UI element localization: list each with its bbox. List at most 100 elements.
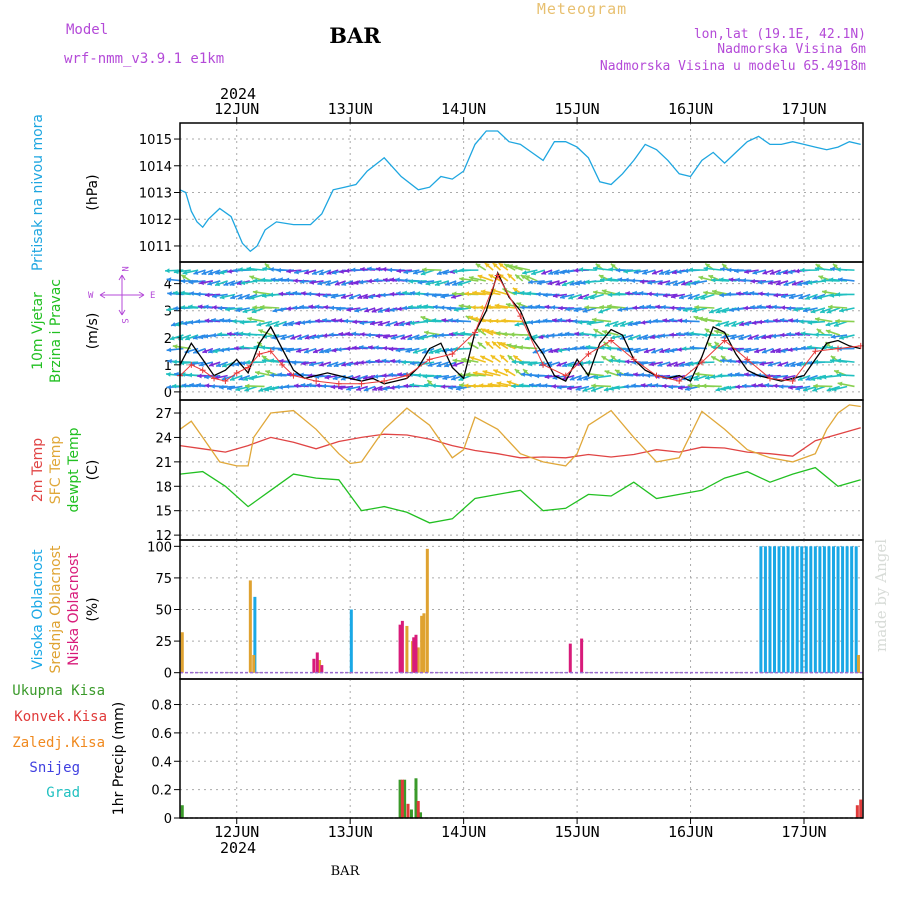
wind-arrow-head xyxy=(727,358,732,364)
wind-arrow-head xyxy=(344,268,350,274)
wind-arrow-head xyxy=(472,370,478,376)
wind-arrow-head xyxy=(669,317,674,323)
wind-arrow-head xyxy=(799,267,805,273)
wind-arrow-head xyxy=(670,294,676,299)
wind-arrow-head xyxy=(720,358,725,364)
panel-temperature: 12 15 18 21 24 27 2m Temp SFC Temp dewpt Temp (C) xyxy=(30,399,864,544)
wind-arrow-head xyxy=(516,302,522,307)
wind-arrow-head xyxy=(584,305,589,310)
wind-arrow-head xyxy=(251,308,257,314)
wind-arrow-head xyxy=(542,383,548,388)
wind-arrow-head xyxy=(613,322,619,328)
wind-arrow-head xyxy=(230,294,236,300)
wind-arrow-head xyxy=(259,304,265,310)
wind-arrow-head xyxy=(817,294,823,300)
gust-point xyxy=(744,356,751,363)
wind-arrow-head xyxy=(508,264,514,269)
wind-arrow-head xyxy=(448,318,453,323)
wind-arrow-head xyxy=(726,291,731,297)
series-line-temperature-0 xyxy=(179,427,861,459)
gust-point xyxy=(403,372,410,379)
wind-arrow-head xyxy=(410,290,415,296)
wind-arrow-head xyxy=(650,334,655,340)
wind-arrow-head xyxy=(607,304,612,309)
wind-arrow-head xyxy=(249,375,255,381)
bar-cloud-2 xyxy=(320,665,324,673)
x-tick-label-bottom: 14JUN xyxy=(441,823,486,841)
wind-arrow-head xyxy=(216,362,222,368)
wind-arrow-head xyxy=(779,332,785,338)
y-tick-label: 18 xyxy=(155,480,172,495)
wind-arrow-head xyxy=(317,280,323,286)
wind-arrow-head xyxy=(385,307,390,313)
wind-arrow-head xyxy=(502,331,507,337)
wind-arrow-head xyxy=(166,384,172,390)
wind-arrow-head xyxy=(827,304,833,310)
wind-arrow-head xyxy=(381,266,387,272)
wind-arrow-head xyxy=(301,360,306,366)
wind-arrow-head xyxy=(520,275,526,280)
wind-arrow-head xyxy=(325,281,331,286)
wind-arrow-head xyxy=(798,319,804,324)
wind-arrow-head xyxy=(577,319,583,325)
gust-point xyxy=(585,351,592,357)
wind-arrow-head xyxy=(812,295,818,300)
wind-arrow-head xyxy=(735,384,740,390)
gust-point xyxy=(698,359,705,366)
wind-arrow-head xyxy=(659,348,665,354)
wind-arrow-head xyxy=(327,362,332,367)
series-line-temperature-2 xyxy=(179,466,861,524)
y-tick-label: 3 xyxy=(164,305,172,320)
wind-arrow-head xyxy=(610,334,616,340)
gust-point xyxy=(381,378,388,385)
wind-arrow-head xyxy=(286,268,291,274)
wind-arrow-head xyxy=(677,347,682,352)
panel-cloud: 0 25 50 75 100 Visoka Oblacnost Srednja Oblacn… xyxy=(30,539,864,682)
wind-arrow-head xyxy=(294,269,299,275)
wind-arrow-head xyxy=(381,373,387,378)
wind-arrow-head xyxy=(569,376,575,381)
wind-arrow-head xyxy=(747,335,753,340)
wind-arrow-head xyxy=(664,348,670,354)
y-tick-label: 1012 xyxy=(139,213,172,228)
wind-arrow-head xyxy=(673,281,679,286)
wind-arrow-head xyxy=(422,349,428,354)
wind-arrow-head xyxy=(222,362,228,368)
wind-arrow-head xyxy=(623,306,628,312)
wind-arrow-head xyxy=(422,267,427,273)
wind-arrow-head xyxy=(475,263,481,269)
y-tick-label: 12 xyxy=(155,529,172,544)
wind-arrow-head xyxy=(309,280,315,285)
lonlat-label: lon,lat (19.1E, 42.1N) xyxy=(694,27,866,42)
wind-arrow-head xyxy=(631,383,636,389)
wind-arrow-head xyxy=(720,355,726,361)
wind-arrow-head xyxy=(448,331,454,337)
wind-arrow-head xyxy=(731,322,737,327)
wind-arrow-head xyxy=(397,372,402,377)
wind-arrow-head xyxy=(440,384,446,390)
wind-arrow-head xyxy=(771,333,777,339)
wind-arrow-head xyxy=(451,291,457,297)
wind-arrow-head xyxy=(688,267,693,273)
wind-arrow-head xyxy=(647,280,653,285)
wind-arrow-head xyxy=(272,307,278,313)
bar-cloud-1 xyxy=(405,625,409,673)
wind-arrow-head xyxy=(543,292,548,298)
wind-arrow-head xyxy=(767,362,773,367)
wind-arrow-head xyxy=(833,322,839,327)
y-tick-label: 1013 xyxy=(139,187,172,202)
wind-arrow-head xyxy=(757,304,762,310)
wind-arrow-head xyxy=(477,342,483,347)
wind-arrow-head xyxy=(368,294,374,300)
wind-arrow-head xyxy=(803,387,808,392)
wind-arrow-head xyxy=(838,277,843,282)
wind-arrow-head xyxy=(814,266,820,272)
bar-cloud-1 xyxy=(420,615,424,673)
wind-arrow-head xyxy=(480,328,486,333)
wind-arrow-head xyxy=(285,348,291,353)
wind-arrow-head xyxy=(485,341,491,347)
gust-point xyxy=(608,337,615,344)
y-tick-label: 25 xyxy=(155,635,172,650)
wind-arrow-head xyxy=(235,307,241,313)
wind-arrow-head xyxy=(197,304,203,310)
